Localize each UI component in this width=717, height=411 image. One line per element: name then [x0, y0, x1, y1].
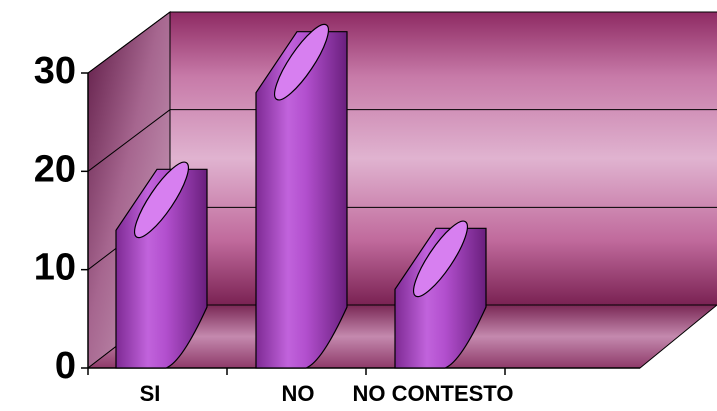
- bars: [115, 23, 487, 369]
- bar-si: [115, 161, 208, 369]
- bar-no: [255, 23, 348, 369]
- y-tick-label-20: 20: [34, 148, 76, 190]
- y-tick-label-10: 10: [34, 247, 76, 289]
- bar-body: [255, 31, 348, 369]
- y-tick-label-0: 0: [55, 345, 76, 387]
- bar-body: [394, 227, 487, 369]
- bar-no-contesto: [394, 220, 487, 369]
- y-tick-label-30: 30: [34, 50, 76, 92]
- bar-top: [413, 220, 468, 298]
- gridline-side-20: [87, 109, 171, 172]
- x-axis-labels: SI NO NO CONTESTO: [140, 381, 514, 406]
- x-category-label-1: NO: [282, 381, 315, 406]
- x-category-label-2: NO CONTESTO: [353, 381, 514, 406]
- bar-top: [274, 23, 329, 101]
- gridline-side-30: [87, 11, 171, 74]
- bar-top: [134, 161, 189, 239]
- x-category-label-0: SI: [140, 381, 161, 406]
- y-axis: 0 10 20 30: [34, 50, 640, 387]
